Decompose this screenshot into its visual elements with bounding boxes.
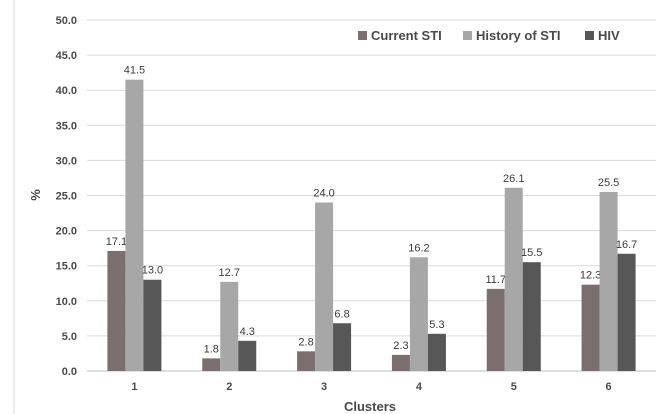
legend: Current STI History of STI HIV [358,28,620,43]
data-label: 41.5 [124,65,145,77]
y-tick-label: 20.0 [56,226,77,238]
data-label: 26.1 [503,173,524,185]
bar [391,354,410,371]
data-label: 6.8 [334,308,349,320]
x-tick-label: 1 [131,381,137,393]
data-label: 13.0 [142,265,163,277]
data-label: 17.1 [106,236,127,248]
data-label: 1.8 [204,343,219,355]
data-label: 11.7 [485,274,506,286]
legend-swatch [585,31,594,40]
bar [238,340,257,371]
bar [315,202,334,371]
bar [581,284,600,371]
data-label: 12.7 [219,267,240,279]
data-label: 2.3 [393,340,408,352]
y-tick-label: 30.0 [56,155,77,167]
y-tick-label: 10.0 [56,296,77,308]
bar [333,323,352,371]
data-label: 16.7 [616,239,637,251]
y-axis-ticks: 0.0 5.0 10.0 15.0 20.0 25.0 30.0 35.0 40.0 45.0 50… [56,15,77,378]
bar [427,333,446,371]
x-tick-label: 4 [416,381,423,393]
bars: 17.1 41.5 13.0 1.8 12.7 4.3 2.8 24.0 6.8 2.3 16.2 5… [106,65,637,372]
y-tick-label: 5.0 [62,331,77,343]
data-label: 4.3 [240,326,255,338]
y-tick-label: 40.0 [56,85,77,97]
y-tick-label: 35.0 [56,120,77,132]
y-axis-title: % [28,189,43,201]
x-axis-title: Clusters [344,399,396,414]
bar [504,187,523,371]
bar [617,253,636,371]
y-tick-label: 25.0 [56,191,77,203]
y-tick-label: 45.0 [56,50,77,62]
legend-label: Current STI [371,28,442,43]
data-label: 2.8 [298,336,313,348]
bar [125,79,144,372]
bar [297,351,316,371]
data-label: 25.5 [598,177,619,189]
data-label: 5.3 [429,319,444,331]
x-axis-ticks: 1 2 3 4 5 6 [131,381,611,393]
bar [202,358,221,371]
bar [409,257,428,371]
y-tick-label: 0.0 [62,366,77,378]
data-label: 15.5 [521,247,542,259]
bar [599,191,618,371]
legend-swatch [358,31,367,40]
y-tick-label: 50.0 [56,15,77,27]
legend-label: History of STI [476,28,561,43]
data-label: 16.2 [408,242,429,254]
x-tick-label: 5 [511,381,517,393]
legend-swatch [463,31,472,40]
x-tick-label: 2 [226,381,232,393]
bar [522,262,541,371]
data-label: 24.0 [313,188,334,200]
bar [220,281,239,371]
gridlines [87,19,656,372]
y-tick-label: 15.0 [56,261,77,273]
bar [143,279,162,371]
x-tick-label: 3 [321,381,327,393]
bar [486,288,505,371]
data-label: 12.3 [580,270,601,282]
legend-label: HIV [598,28,620,43]
x-tick-label: 6 [606,381,612,393]
bar [107,250,126,371]
